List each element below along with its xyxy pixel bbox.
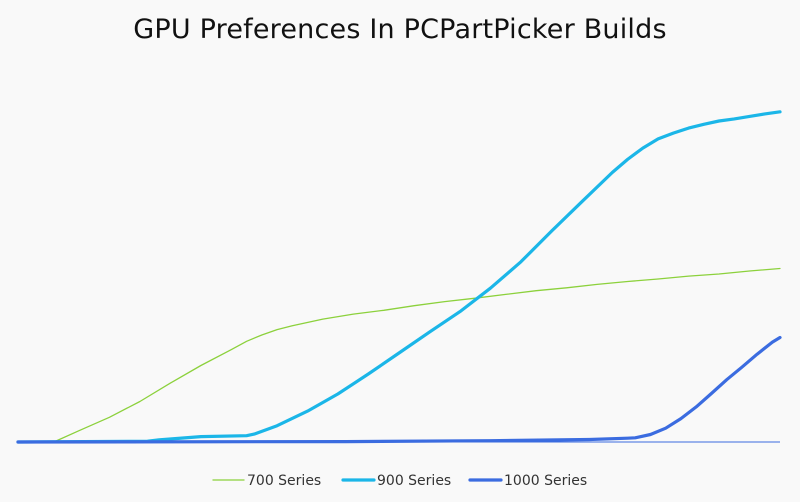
series-line-1000-series — [16, 335, 782, 444]
series-layer — [16, 110, 782, 444]
legend-label-700-series: 700 Series — [247, 473, 321, 489]
legend: 700 Series 900 Series 1000 Series — [212, 473, 587, 489]
legend-label-1000-series: 1000 Series — [504, 473, 587, 489]
series-line-900-series — [16, 110, 782, 444]
series-line-700-series — [53, 267, 781, 443]
legend-label-900-series: 900 Series — [377, 473, 451, 489]
chart-title: GPU Preferences In PCPartPicker Builds — [133, 14, 667, 45]
